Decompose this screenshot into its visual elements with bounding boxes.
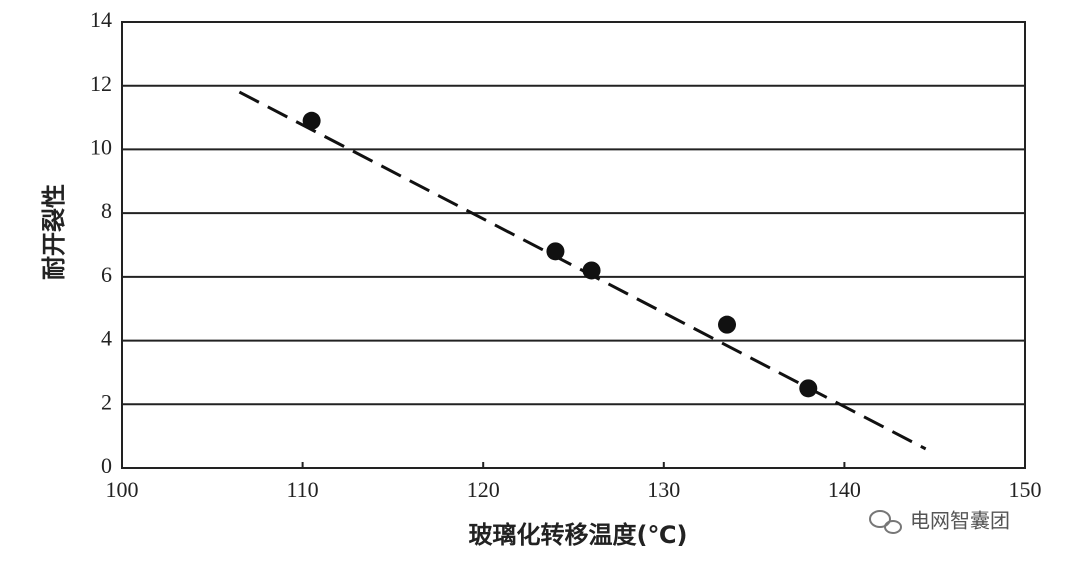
plot-frame <box>121 21 1026 469</box>
x-tick-label: 110 <box>287 477 319 502</box>
y-tick-label: 6 <box>101 262 112 287</box>
x-tick-label: 150 <box>1009 477 1042 502</box>
point <box>582 261 601 280</box>
x-tick-label: 130 <box>647 477 680 502</box>
y-tick-label: 14 <box>90 7 112 32</box>
y-tick-label: 8 <box>101 198 112 223</box>
trend-line <box>238 90 927 451</box>
x-tick-label: 120 <box>467 477 500 502</box>
watermark-icon <box>869 510 902 534</box>
y-tick-label: 0 <box>101 453 112 478</box>
y-tick-label: 12 <box>90 71 112 96</box>
y-axis-label: 耐开裂性 <box>40 184 68 280</box>
y-tick-label: 4 <box>101 326 112 351</box>
x-tick-label: 100 <box>106 477 139 502</box>
watermark: 电网智囊团 <box>910 509 1010 533</box>
point <box>718 315 737 334</box>
point <box>799 379 818 398</box>
y-tick-label: 2 <box>101 389 112 414</box>
x-tick-label: 140 <box>828 477 861 502</box>
y-tick-label: 10 <box>90 134 112 159</box>
x-axis-label: 玻璃化转移温度(℃) <box>469 521 688 549</box>
point <box>302 111 321 130</box>
point <box>546 242 565 261</box>
